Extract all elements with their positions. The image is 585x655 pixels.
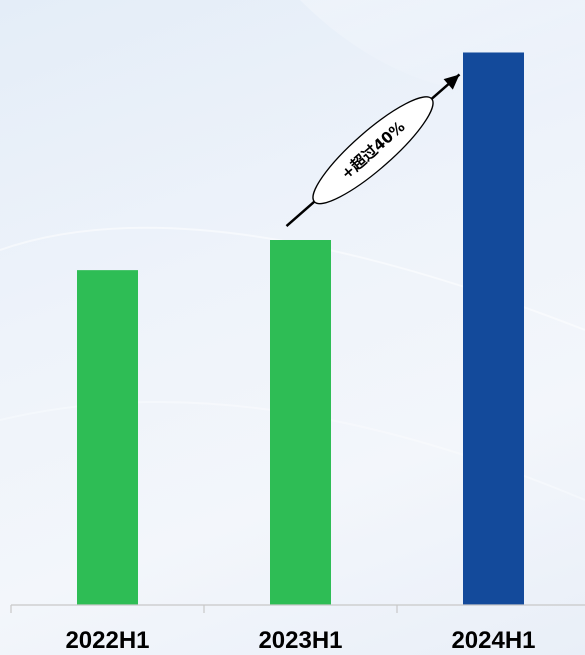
bar-2022H1 — [77, 270, 138, 605]
x-tick-label: 2023H1 — [258, 627, 342, 654]
growth-annotation: +超过40% — [285, 73, 461, 227]
annotation-label: +超过40% — [312, 96, 434, 205]
bars-group — [77, 52, 524, 605]
x-tick-label: 2022H1 — [65, 627, 149, 654]
x-axis: 2022H1 2023H1 2024H1 — [10, 604, 585, 654]
x-tick-label: 2024H1 — [451, 627, 535, 654]
bar-2023H1 — [270, 240, 331, 605]
annotation-oval — [312, 96, 434, 205]
bar-2024H1 — [463, 52, 524, 605]
annotation-arrow-head — [443, 74, 460, 90]
